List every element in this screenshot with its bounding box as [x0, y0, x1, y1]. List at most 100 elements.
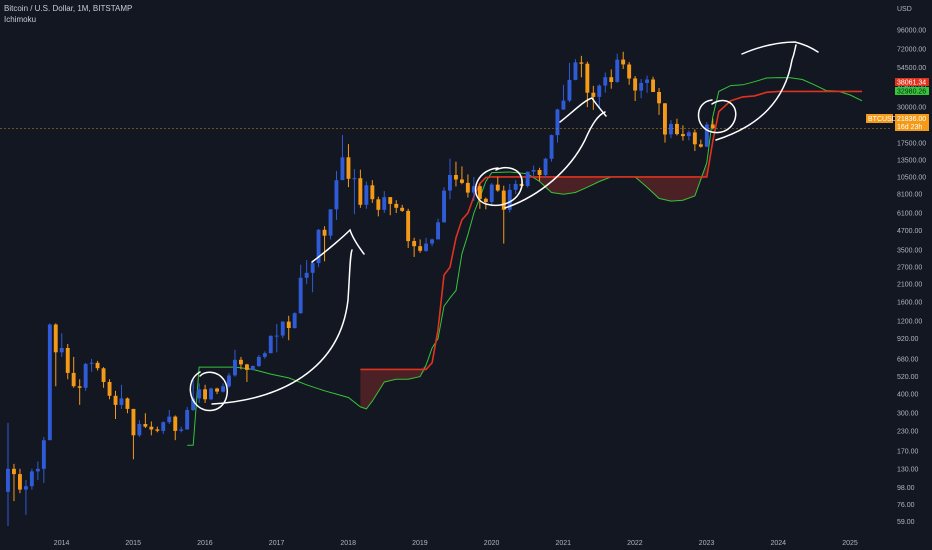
kijun-badge: 38061.34 [897, 80, 926, 87]
price-tick-label: 170.00 [897, 449, 919, 456]
candle-body [454, 175, 458, 180]
candle-body [107, 382, 112, 396]
freehand-drawings [189, 41, 819, 412]
candle-body [161, 422, 166, 431]
candle-body [591, 92, 596, 97]
price-tick-label: 130.00 [897, 466, 919, 473]
candle-body [119, 398, 124, 405]
price-tick-label: 920.00 [897, 336, 919, 343]
candle-body [292, 313, 297, 328]
candle-body [215, 388, 219, 392]
candle-body [101, 368, 106, 382]
candle-body [328, 209, 333, 236]
candle-body [227, 375, 231, 387]
candle-body [704, 124, 709, 147]
last-price-badge: 21836.00 [897, 116, 926, 123]
price-tick-label: 98.00 [897, 485, 915, 492]
candle-body [549, 135, 554, 159]
candle-body [95, 362, 100, 369]
price-tick-label: 76.00 [897, 502, 915, 509]
span-line-green [187, 77, 863, 446]
last-price-badge-bg [895, 114, 929, 131]
candle-body [645, 79, 649, 83]
candle-body [424, 243, 428, 251]
candle-body [406, 210, 411, 242]
candle-body [125, 398, 130, 409]
price-tick-label: 400.00 [897, 392, 919, 399]
candle-body [155, 429, 160, 431]
time-tick-label: 2025 [842, 540, 858, 547]
price-tick-label: 8100.00 [897, 192, 922, 199]
candle-body [256, 356, 261, 366]
candle-body [185, 410, 190, 430]
candle-body [412, 241, 417, 247]
ichimoku-cloud [360, 162, 707, 409]
candle-body [113, 395, 118, 405]
candle-body [615, 59, 620, 82]
candle-body [29, 471, 34, 487]
candle-body [286, 321, 291, 328]
price-tick-label: 96000.00 [897, 27, 926, 34]
time-tick-label: 2024 [771, 540, 787, 547]
candle-body [131, 408, 136, 436]
candle-body [364, 185, 369, 205]
candle-body [221, 386, 225, 392]
candle-body [471, 186, 476, 193]
candle-body [18, 474, 22, 490]
candle-body [495, 184, 500, 191]
candle-body [304, 272, 309, 278]
time-tick-label: 2021 [556, 540, 572, 547]
candle-body [627, 64, 632, 79]
price-tick-label: 59.00 [897, 519, 915, 526]
candle-body [233, 359, 237, 376]
candle-body [692, 132, 697, 145]
candle-body [35, 468, 40, 472]
time-tick-label: 2018 [340, 540, 356, 547]
candle-body [316, 229, 321, 264]
candle-body [137, 424, 142, 436]
candle-body [65, 348, 70, 373]
price-badges: 38061.34 32980.26 BTCUSD 21836.00 16d 23… [866, 78, 929, 131]
time-tick-label: 2017 [269, 540, 285, 547]
time-tick-label: 2015 [125, 540, 141, 547]
candle-body [41, 440, 46, 469]
candle-body [209, 388, 213, 400]
drawing-arrow-2024 [741, 41, 819, 55]
candle-body [567, 79, 572, 101]
candle-body [418, 246, 423, 251]
indicator-label[interactable]: Ichimoku [4, 15, 37, 24]
candle-body [245, 364, 249, 370]
candle-body [609, 77, 614, 82]
candle-body [298, 277, 303, 314]
time-axis[interactable]: 2014 2015 2016 2017 2018 2019 2020 2021 2022 2023… [54, 540, 858, 547]
symbol-badge-bg [866, 114, 893, 123]
candle-body [370, 185, 375, 200]
candle-body [322, 229, 327, 236]
span-line-red [360, 90, 863, 371]
candle-body [250, 366, 255, 370]
price-tick-label: 300.00 [897, 411, 919, 418]
cloud-area-0 [360, 365, 427, 409]
countdown-badge: 16d 23h [897, 124, 922, 131]
drawing-circle-2020 [474, 167, 523, 207]
candle-body [83, 363, 88, 388]
candle-body [531, 170, 536, 172]
candle-body [669, 123, 673, 135]
price-tick-label: 1200.00 [897, 319, 922, 326]
drawing-circle-2016 [189, 371, 228, 412]
time-tick-label: 2023 [699, 540, 715, 547]
price-tick-label: 2100.00 [897, 281, 922, 288]
ichimoku-lines [187, 77, 863, 446]
candle-body [77, 386, 82, 388]
candle-body [513, 183, 518, 190]
candle-body [340, 157, 345, 181]
candle-body [663, 103, 667, 135]
time-tick-label: 2019 [412, 540, 428, 547]
price-tick-label: 520.00 [897, 374, 919, 381]
price-tick-label: 72000.00 [897, 47, 926, 54]
candle-body [47, 324, 52, 441]
candle-body [633, 78, 638, 91]
kijun-badge-bg [895, 78, 929, 86]
symbol-title[interactable]: Bitcoin / U.S. Dollar, 1M, BITSTAMP [4, 4, 133, 13]
